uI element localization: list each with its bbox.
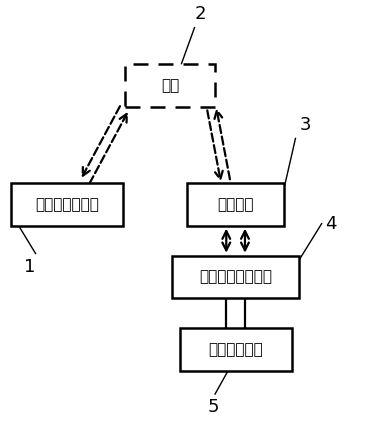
Bar <box>11 183 123 226</box>
Text: 云端: 云端 <box>161 78 179 93</box>
Text: 1: 1 <box>24 258 36 276</box>
Text: 无线充电装置: 无线充电装置 <box>208 342 263 357</box>
Text: 5: 5 <box>208 398 219 416</box>
Text: 3: 3 <box>299 116 311 134</box>
Text: 4: 4 <box>325 215 337 233</box>
Bar <box>172 256 299 298</box>
Text: 2: 2 <box>194 6 206 23</box>
Text: 大数据分析模块: 大数据分析模块 <box>36 197 99 212</box>
Bar <box>187 183 284 226</box>
Bar <box>125 64 215 106</box>
Text: 数据终端: 数据终端 <box>217 197 254 212</box>
Bar <box>180 328 292 371</box>
Text: 变电站少检机器人: 变电站少检机器人 <box>199 269 272 285</box>
